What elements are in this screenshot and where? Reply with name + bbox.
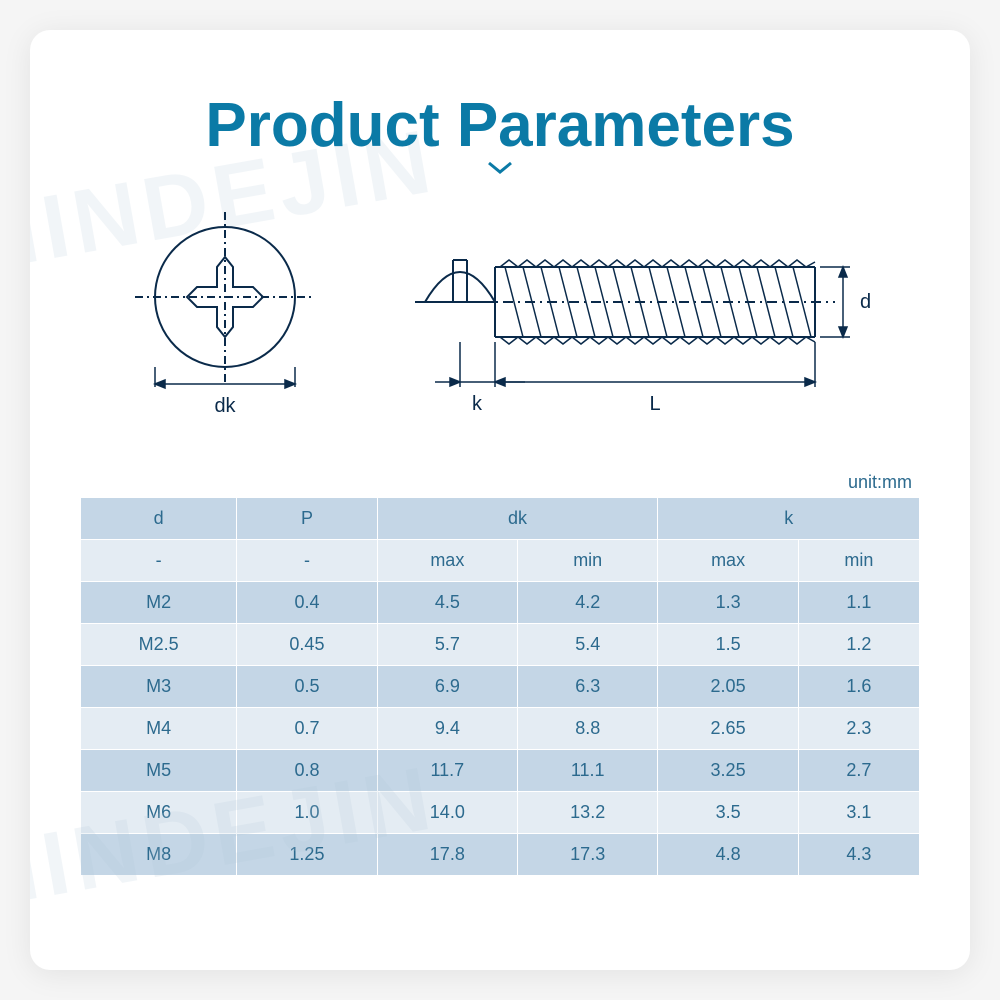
table-row: M30.56.96.32.051.6 — [81, 666, 920, 708]
table-cell: 3.25 — [658, 750, 798, 792]
table-cell: 2.05 — [658, 666, 798, 708]
table-cell: 1.1 — [798, 582, 919, 624]
table-row: M50.811.711.13.252.7 — [81, 750, 920, 792]
table-cell: 8.8 — [518, 708, 658, 750]
k-label: k — [472, 393, 483, 415]
table-cell: 17.3 — [518, 834, 658, 876]
L-label: L — [649, 393, 660, 415]
table-cell: 4.8 — [658, 834, 798, 876]
page-title: Product Parameters — [80, 90, 920, 161]
chevron-down-icon — [80, 159, 920, 182]
table-subheader-row: - - max min max min — [81, 540, 920, 582]
table-cell: M2 — [81, 582, 237, 624]
d-label: d — [860, 291, 871, 313]
table-row: M61.014.013.23.53.1 — [81, 792, 920, 834]
table-cell: 13.2 — [518, 792, 658, 834]
table-cell: 6.9 — [377, 666, 517, 708]
table-cell: M5 — [81, 750, 237, 792]
col-dk: dk — [377, 498, 658, 540]
table-cell: 1.0 — [237, 792, 377, 834]
table-cell: 2.65 — [658, 708, 798, 750]
table-header-row: d P dk k — [81, 498, 920, 540]
table-cell: 6.3 — [518, 666, 658, 708]
table-cell: 0.4 — [237, 582, 377, 624]
table-row: M20.44.54.21.31.1 — [81, 582, 920, 624]
table-cell: 4.3 — [798, 834, 919, 876]
table-cell: 5.7 — [377, 624, 517, 666]
table-cell: M8 — [81, 834, 237, 876]
table-cell: 11.7 — [377, 750, 517, 792]
table-cell: 0.5 — [237, 666, 377, 708]
table-cell: 3.5 — [658, 792, 798, 834]
table-cell: 0.7 — [237, 708, 377, 750]
table-cell: 4.5 — [377, 582, 517, 624]
diagram-area: dk — [80, 212, 920, 432]
screw-head-top-icon: dk — [125, 212, 345, 432]
table-row: M40.79.48.82.652.3 — [81, 708, 920, 750]
table-cell: 5.4 — [518, 624, 658, 666]
table-cell: 2.3 — [798, 708, 919, 750]
table-cell: 0.8 — [237, 750, 377, 792]
table-cell: 3.1 — [798, 792, 919, 834]
table-cell: 14.0 — [377, 792, 517, 834]
table-cell: 4.2 — [518, 582, 658, 624]
table-cell: 1.5 — [658, 624, 798, 666]
table-row: M81.2517.817.34.84.3 — [81, 834, 920, 876]
table-cell: 1.3 — [658, 582, 798, 624]
table-cell: 17.8 — [377, 834, 517, 876]
table-cell: M3 — [81, 666, 237, 708]
col-k: k — [658, 498, 920, 540]
unit-label: unit:mm — [80, 472, 920, 493]
table-cell: 1.25 — [237, 834, 377, 876]
table-cell: 1.2 — [798, 624, 919, 666]
parameters-table: d P dk k - - max min max min M20.44.54.2… — [80, 497, 920, 876]
dk-label: dk — [214, 395, 236, 417]
table-cell: M2.5 — [81, 624, 237, 666]
table-cell: M6 — [81, 792, 237, 834]
table-cell: 9.4 — [377, 708, 517, 750]
screw-side-icon: d k L — [415, 212, 875, 432]
table-cell: 0.45 — [237, 624, 377, 666]
col-d: d — [81, 498, 237, 540]
table-cell: 2.7 — [798, 750, 919, 792]
table-cell: M4 — [81, 708, 237, 750]
col-p: P — [237, 498, 377, 540]
table-cell: 11.1 — [518, 750, 658, 792]
table-row: M2.50.455.75.41.51.2 — [81, 624, 920, 666]
product-card: NINDEJIN NINDEJIN Product Parameters — [30, 30, 970, 970]
table-cell: 1.6 — [798, 666, 919, 708]
